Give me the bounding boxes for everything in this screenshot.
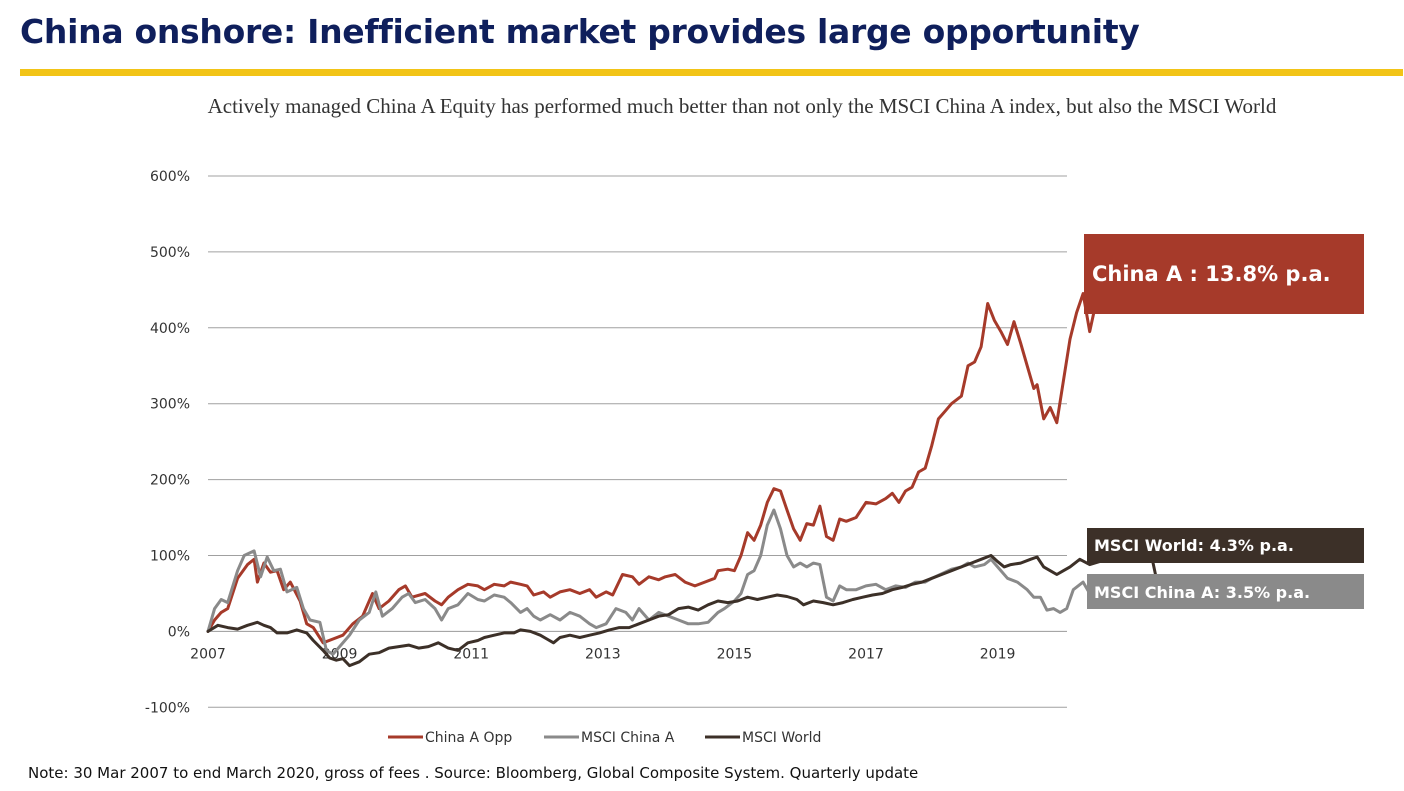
y-tick-label: 300% [150,397,190,413]
series-line-msci-china-a [206,508,1157,656]
msci-world-return-callout: MSCI World: 4.3% p.a. [1087,528,1364,563]
y-tick-label: 600% [150,169,190,185]
y-tick-label: 0% [168,624,190,640]
y-tick-label: 400% [150,321,190,337]
y-tick-label: 200% [150,473,190,489]
chart-subtitle: Actively managed China A Equity has perf… [207,94,1277,118]
x-tick-label: 2017 [848,646,884,662]
x-tick-label: 2013 [585,646,621,662]
legend-label-china-a-opp: China A Opp [425,730,512,746]
series-line-china-a-opp [206,250,1157,645]
x-tick-label: 2015 [717,646,753,662]
msci-china-a-return-callout: MSCI China A: 3.5% p.a. [1087,574,1364,609]
legend-label-msci-world: MSCI World [742,730,821,746]
legend-label-msci-china-a: MSCI China A [581,730,675,746]
y-tick-label: 100% [150,549,190,565]
title-underline [20,69,1403,76]
footnote: Note: 30 Mar 2007 to end March 2020, gro… [28,764,919,782]
series-line-msci-world [206,540,1157,668]
y-tick-label: 500% [150,245,190,261]
china-a-return-callout: China A : 13.8% p.a. [1084,234,1364,314]
series-lines [206,250,1157,668]
x-tick-label: 2007 [190,646,226,662]
y-tick-label: -100% [145,700,190,716]
page-title: China onshore: Inefficient market provid… [20,12,1140,51]
y-axis-ticks: -100% 0% 100% 200% 300% 400% 500% 600% [145,169,190,716]
grid-lines [208,175,1067,708]
x-tick-label: 2011 [453,646,489,662]
x-tick-label: 2019 [980,646,1016,662]
x-axis-ticks: 2007 2009 2011 2013 2015 2017 2019 [190,646,1015,662]
chart-legend: China A Opp MSCI China A MSCI World [388,730,821,746]
